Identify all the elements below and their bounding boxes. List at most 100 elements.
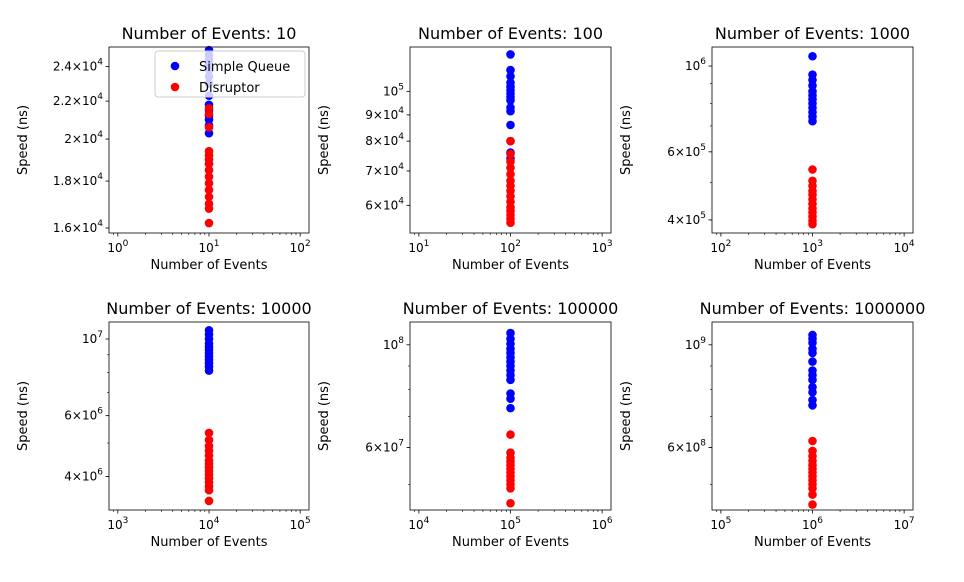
data-point [506, 498, 515, 508]
chart-panel-5: Number of Events: 100000 104 105 106 6×107 10… [317, 299, 618, 550]
x-tick-label: 105 [500, 516, 521, 532]
chart-panel-4: Number of Events: 10000 103 104 105 4×106 6×1… [16, 299, 312, 550]
data-point [506, 163, 515, 173]
series-disruptor [506, 136, 515, 228]
data-point [204, 172, 214, 181]
y-tick-label: 7×104 [365, 162, 404, 178]
x-tick-label: 106 [802, 516, 823, 532]
legend-label: Simple Queue [199, 60, 290, 75]
y-tick-label: 9×104 [365, 106, 404, 122]
x-tick-label: 102 [710, 239, 731, 255]
chart-panel-6: Number of Events: 1000000 105 106 107 6×108 1… [619, 299, 925, 550]
data-point [204, 192, 214, 202]
data-point [506, 120, 515, 130]
y-tick-label: 1.6×104 [53, 219, 103, 235]
y-tick-label: 6×106 [64, 407, 103, 423]
data-point [808, 357, 817, 366]
x-axis-label: Number of Events [754, 535, 871, 550]
plot-frame [108, 321, 310, 511]
data-point [808, 436, 817, 446]
y-axis-label: Speed (ns) [16, 105, 31, 175]
data-point [204, 218, 214, 228]
data-point [808, 116, 817, 126]
plot-frame [108, 46, 310, 234]
chart-title: Number of Events: 100000 [403, 299, 619, 318]
y-tick-label: 4×105 [667, 211, 706, 227]
data-point [506, 169, 515, 179]
x-tick-label: 105 [290, 516, 311, 532]
data-point [506, 71, 515, 81]
chart-title: Number of Events: 10 [122, 24, 297, 43]
data-point [204, 435, 214, 445]
y-tick-label: 108 [383, 336, 404, 352]
legend-box [154, 50, 306, 98]
x-tick-label: 103 [592, 239, 613, 255]
series-disruptor [808, 436, 817, 509]
plot-frame [409, 321, 612, 511]
series-simple-queue [506, 328, 515, 413]
x-axis-label: Number of Events [150, 535, 267, 550]
chart-panel-3: Number of Events: 1000 102 103 104 4×105 6×10… [619, 24, 915, 273]
data-point [204, 204, 214, 213]
y-tick-label: 4×106 [64, 468, 103, 484]
series-disruptor [204, 428, 214, 506]
x-tick-label: 104 [198, 516, 219, 532]
data-point [204, 428, 214, 438]
y-tick-label: 105 [383, 82, 404, 98]
chart-title: Number of Events: 100 [418, 24, 603, 43]
x-axis-label: Number of Events [452, 535, 569, 550]
x-tick-label: 102 [290, 239, 311, 255]
data-point [204, 485, 214, 495]
y-tick-label: 6×104 [365, 196, 404, 212]
y-tick-label: 6×107 [365, 439, 404, 455]
x-tick-label: 104 [894, 239, 915, 255]
y-tick-label: 106 [685, 57, 706, 73]
x-tick-label: 106 [592, 516, 613, 532]
chart-panel-2: Number of Events: 100 101 102 103 6×104 7×104… [317, 24, 613, 273]
x-tick-label: 101 [408, 239, 429, 255]
data-point [808, 401, 817, 410]
chart-title: Number of Events: 1000 [715, 24, 910, 43]
y-tick-label: 2.4×104 [53, 57, 103, 73]
y-axis-label: Speed (ns) [317, 105, 332, 175]
x-axis-label: Number of Events [150, 258, 267, 273]
x-axis-label: Number of Events [754, 258, 871, 273]
data-point [808, 348, 817, 358]
series-simple-queue [204, 325, 214, 375]
data-point [204, 165, 214, 175]
data-point [808, 490, 817, 499]
plot-frame [409, 46, 612, 234]
data-point [506, 218, 515, 228]
data-point [808, 375, 817, 385]
chart-title: Number of Events: 10000 [106, 299, 311, 318]
y-axis-label: Speed (ns) [619, 381, 634, 451]
data-point [808, 165, 817, 174]
data-point [808, 387, 817, 397]
data-point [204, 366, 214, 375]
series-simple-queue [808, 51, 817, 126]
x-tick-label: 100 [107, 239, 128, 255]
x-tick-label: 103 [802, 239, 823, 255]
data-point [506, 106, 515, 116]
data-point [204, 185, 214, 195]
series-disruptor [506, 430, 515, 508]
data-point [204, 496, 214, 506]
data-point [506, 394, 515, 404]
x-tick-label: 104 [408, 516, 429, 532]
data-point [808, 51, 817, 61]
data-point [808, 500, 817, 509]
series-disruptor [808, 165, 817, 229]
x-tick-label: 101 [198, 239, 219, 255]
legend-marker [170, 61, 180, 71]
y-tick-label: 107 [82, 330, 103, 346]
data-point [506, 484, 515, 493]
data-point [808, 484, 817, 493]
data-point [204, 123, 214, 132]
chart-title: Number of Events: 1000000 [700, 299, 926, 318]
y-tick-label: 109 [685, 336, 706, 352]
data-point [506, 136, 515, 146]
y-axis-label: Speed (ns) [317, 381, 332, 451]
y-axis-label: Speed (ns) [619, 105, 634, 175]
data-point [506, 403, 515, 413]
